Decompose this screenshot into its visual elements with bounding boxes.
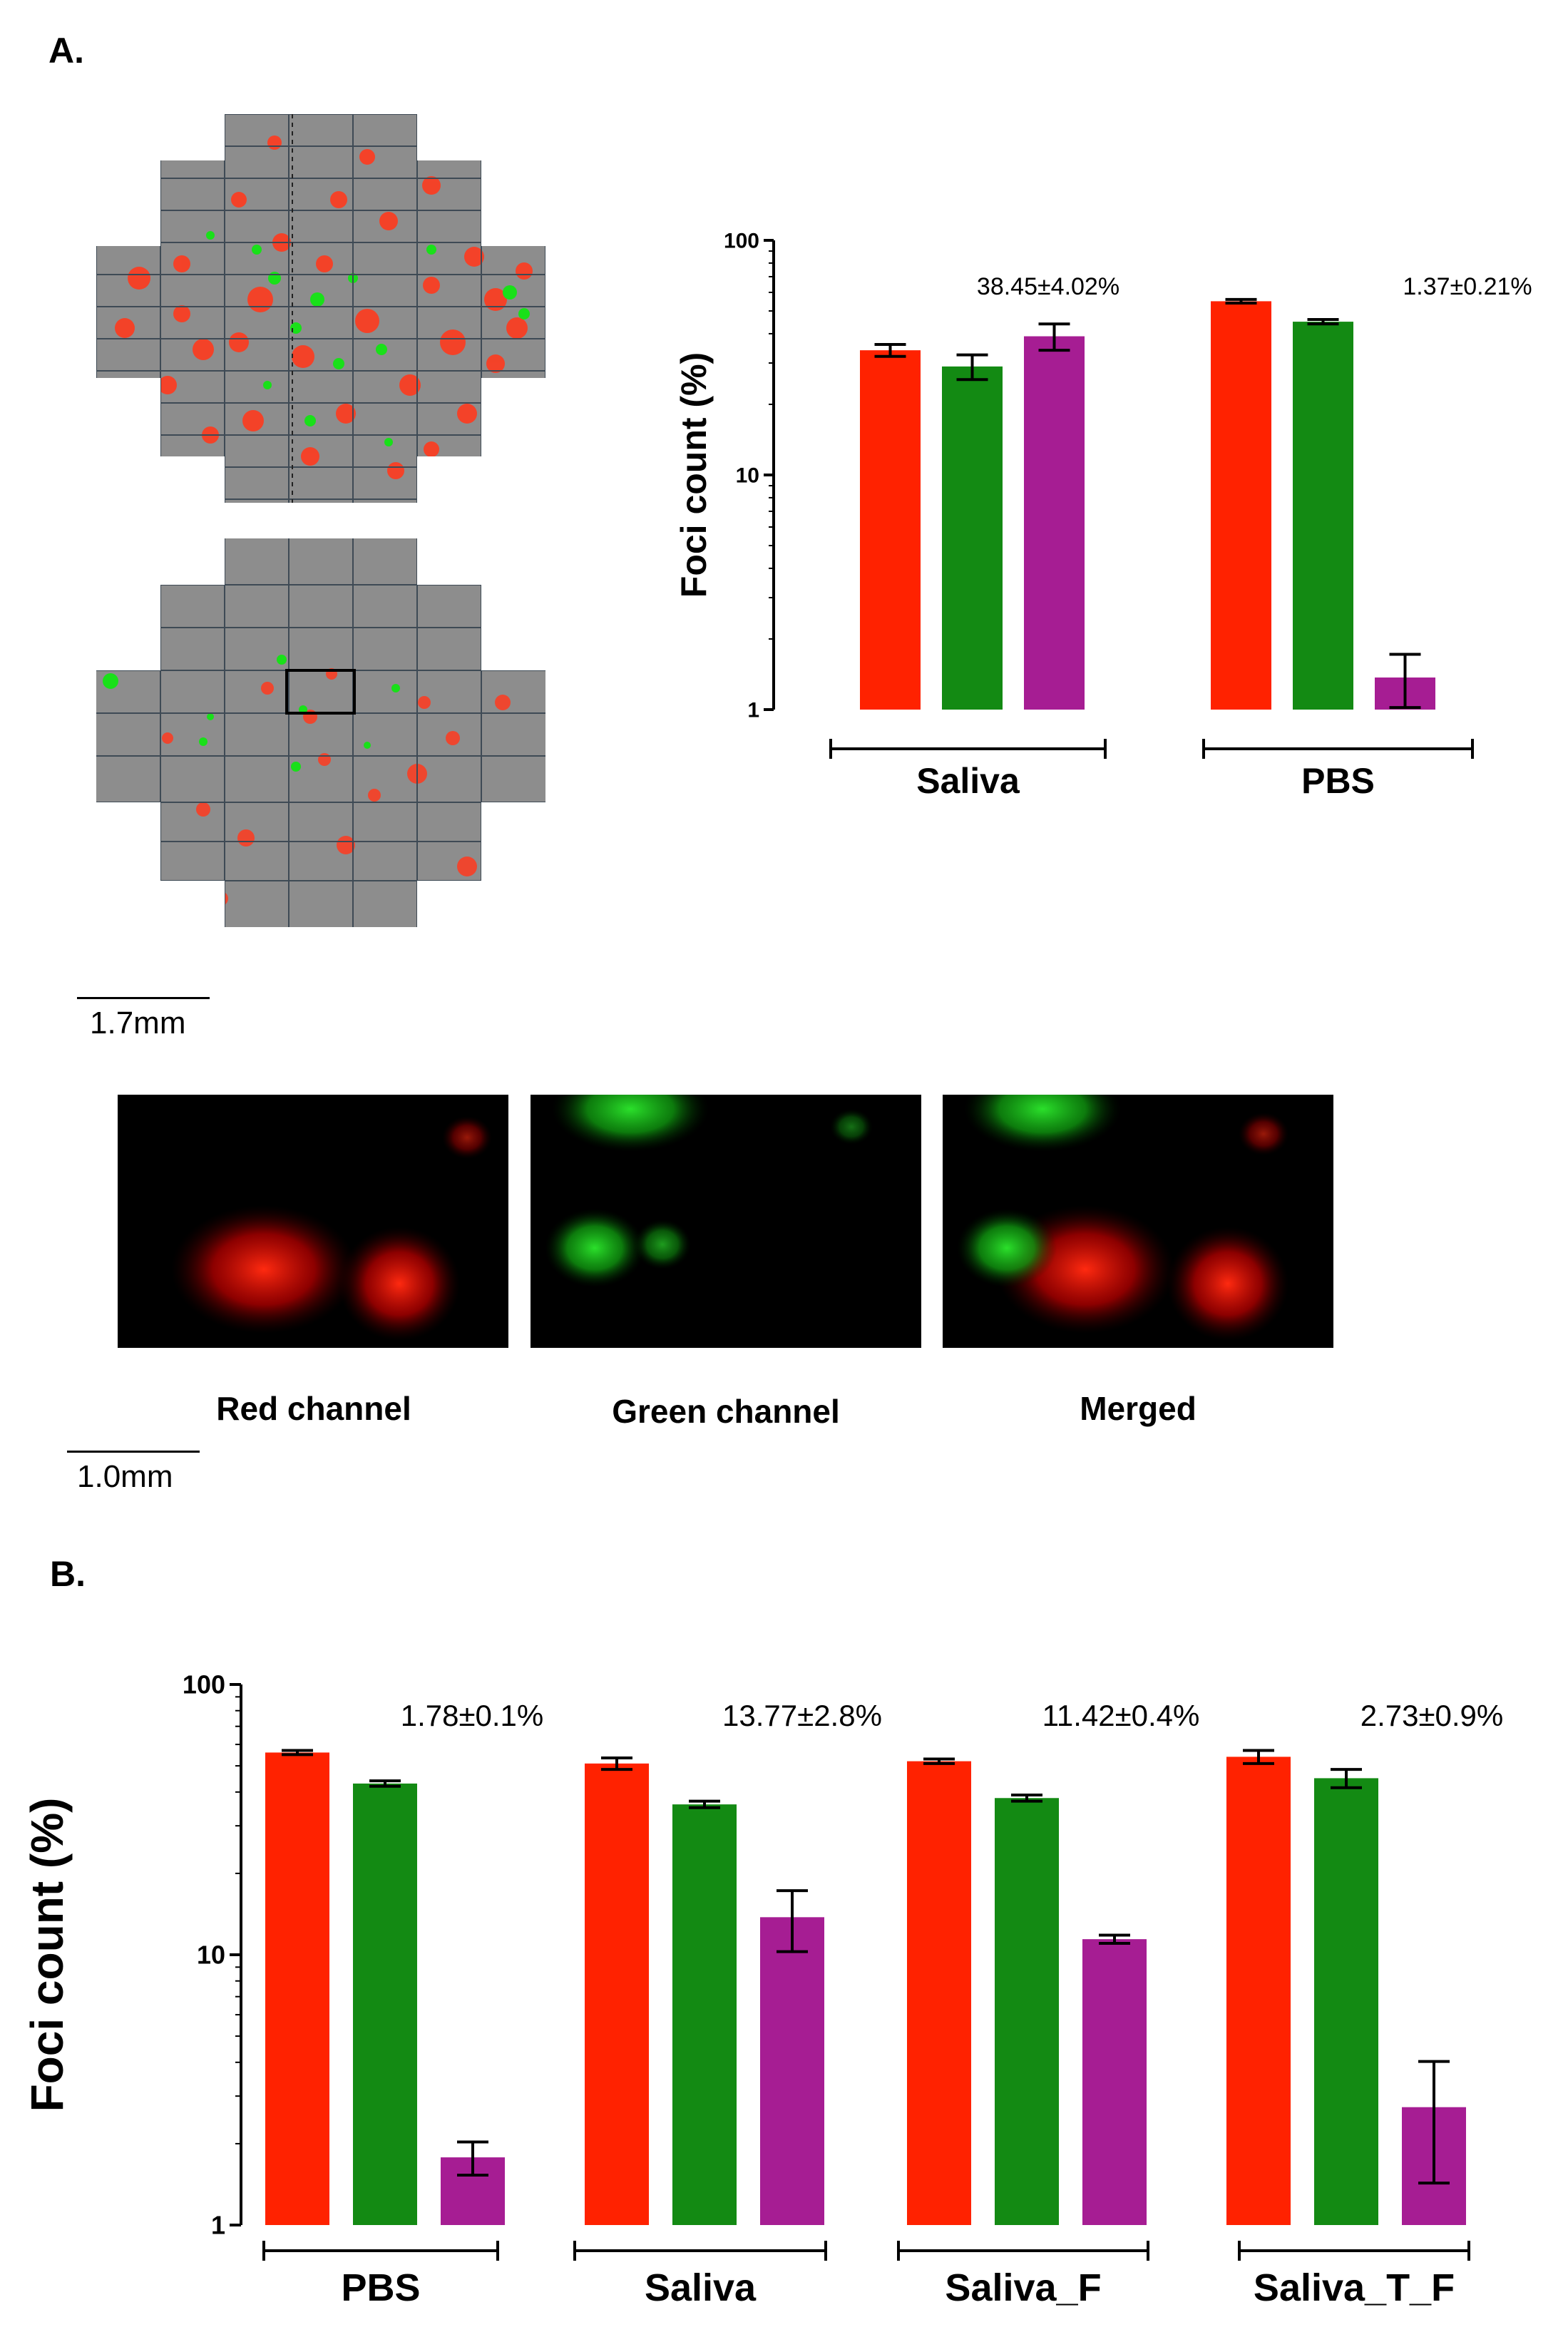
chart-b-y-tick-label: 1 (211, 2211, 225, 2240)
caption-red-channel: Red channel (216, 1390, 411, 1427)
chart-a-category-label: PBS (1301, 761, 1375, 801)
chart-b-bar-green (353, 1783, 417, 2225)
chart-b-y-tick-label: 10 (197, 1940, 225, 1970)
chart-b-bar-purple (760, 1917, 824, 2225)
chart-b-bar-red (1226, 1756, 1291, 2225)
scale-bar-line-bottom (67, 1451, 200, 1453)
caption-merged: Merged (1080, 1390, 1197, 1427)
chart-b-bar-red (585, 1763, 649, 2225)
chart-b-category-label: Saliva (645, 2266, 757, 2309)
chart-a-bar-green (1293, 322, 1353, 710)
chart-b-bar-green (672, 1804, 737, 2225)
chart-a-category-label: Saliva (916, 761, 1020, 801)
chart-b-annotation: 2.73±0.9% (1361, 1699, 1504, 1732)
chart-a-y-tick-label: 1 (747, 699, 759, 722)
chart-b-annotation: 1.78±0.1% (401, 1699, 544, 1732)
micrograph-red (118, 1095, 508, 1348)
scale-bar-line-top (77, 997, 210, 999)
micrograph-green (531, 1066, 921, 1348)
chart-b-y-tick-label: 100 (183, 1670, 225, 1699)
chart-a-y-tick-label: 100 (724, 230, 759, 253)
plate-scan-bottom (96, 538, 545, 927)
chart-b-bar-purple (1082, 1939, 1147, 2225)
chart-a-y-tick-label: 10 (736, 464, 759, 488)
chart-b-category-label: PBS (341, 2266, 420, 2309)
chart-a-y-axis-label: Foci count (%) (674, 352, 714, 598)
chart-a-annotation: 38.45±4.02% (977, 273, 1119, 300)
chart-b-annotation: 13.77±2.8% (722, 1699, 882, 1732)
chart-a-bar-green (942, 366, 1003, 710)
chart-b-category-label: Saliva_F (945, 2266, 1101, 2309)
chart-a-bar-red (860, 350, 921, 710)
chart-b-bar-green (995, 1798, 1059, 2225)
chart-a-bar-red (1211, 301, 1271, 710)
scale-bar-label-top: 1.7mm (90, 1006, 186, 1040)
plate-scan-top (96, 114, 545, 503)
chart-b-y-axis-label: Foci count (%) (21, 1798, 73, 2112)
chart-a-bar-purple (1024, 336, 1085, 710)
chart-b-bar-red (907, 1761, 971, 2225)
chart-b-category-label: Saliva_T_F (1254, 2266, 1455, 2309)
scale-bar-label-bottom: 1.0mm (77, 1459, 173, 1494)
chart-b-annotation: 11.42±0.4% (1042, 1699, 1200, 1732)
panel-label-a: A. (48, 31, 84, 71)
micrograph-merged (943, 1066, 1333, 1348)
chart-b-bar-green (1314, 1778, 1378, 2225)
chart-a-annotation: 1.37±0.21% (1403, 273, 1532, 300)
chart-b-bar-red (265, 1752, 329, 2225)
panel-label-b: B. (50, 1554, 86, 1594)
caption-green-channel: Green channel (612, 1393, 840, 1430)
